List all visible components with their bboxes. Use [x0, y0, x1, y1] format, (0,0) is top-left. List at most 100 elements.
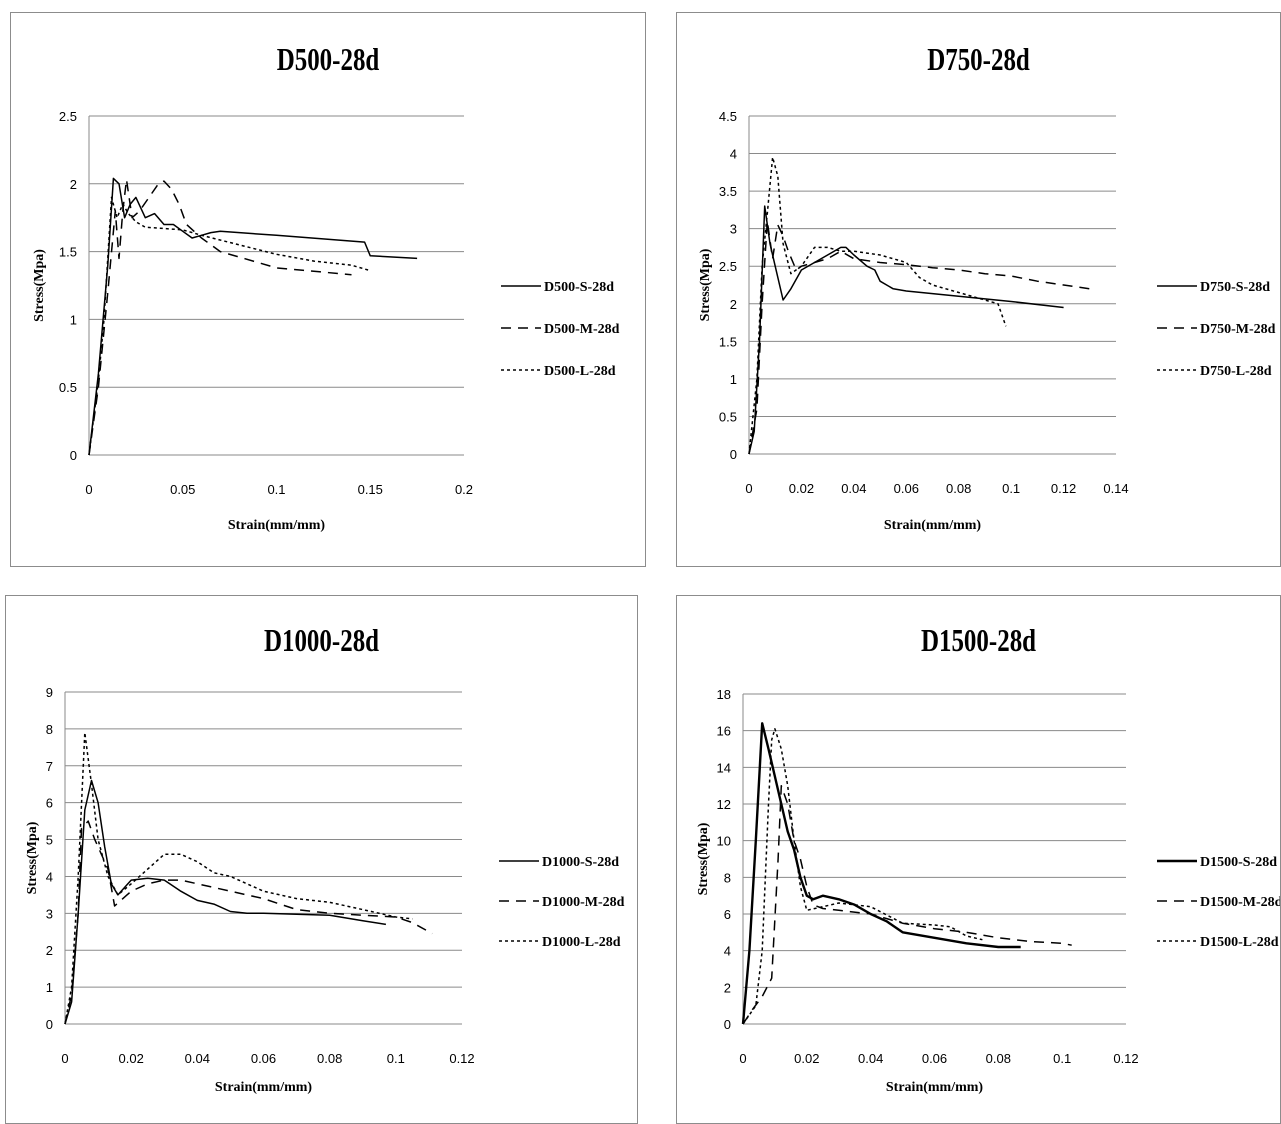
- y-tick-label: 2: [730, 297, 737, 312]
- y-tick-label: 0: [46, 1017, 53, 1032]
- y-tick-label: 1.5: [59, 245, 77, 260]
- x-tick-label: 0.06: [922, 1051, 947, 1066]
- chart-panel-d500: D500-28d 0 0.5 1 1.5 2 2.5 0 0.05 0.1 0.15 0.2 Stra…: [10, 12, 646, 567]
- chart-title: D500-28d: [276, 41, 380, 77]
- x-tick-label: 0.08: [317, 1051, 342, 1066]
- x-tick-label: 0.12: [1051, 481, 1076, 496]
- x-tick-label: 0.14: [1103, 481, 1128, 496]
- y-tick-label: 1.5: [719, 334, 737, 349]
- chart-panel-d1500: D1500-28d 0 2 4 6 8 10 12 14 16 18 0 0.02 0.04 0.06 0.…: [676, 595, 1281, 1124]
- y-tick-label: 8: [46, 722, 53, 737]
- y-axis-label: Stress(Mpa): [25, 821, 40, 894]
- series-line-D1500-L-28d: [742, 728, 983, 1025]
- y-tick-label: 3.5: [719, 184, 737, 199]
- y-tick-label: 1: [46, 980, 53, 995]
- y-tick-label: 2.5: [719, 259, 737, 274]
- series-line-D500-L-28d: [88, 196, 371, 456]
- x-tick-label: 0.12: [1113, 1051, 1138, 1066]
- chart-title: D750-28d: [927, 41, 1030, 77]
- x-tick-label: 0.12: [449, 1051, 474, 1066]
- y-tick-label: 2: [70, 177, 77, 192]
- x-tick-label: 0.02: [789, 481, 814, 496]
- legend-label: D500-L-28d: [544, 364, 616, 379]
- legend-label: D750-M-28d: [1200, 322, 1276, 337]
- y-tick-label: 4.5: [719, 109, 737, 124]
- y-tick-label: 0.5: [719, 409, 737, 424]
- y-tick-label: 2: [724, 980, 731, 995]
- x-tick-label: 0.04: [858, 1051, 883, 1066]
- x-tick-label: 0.1: [1053, 1051, 1071, 1066]
- x-axis-label: Strain(mm/mm): [884, 518, 982, 533]
- y-tick-label: 3: [730, 222, 737, 237]
- y-axis-label: Stress(Mpa): [698, 248, 713, 321]
- y-tick-label: 12: [717, 797, 731, 812]
- y-tick-label: 14: [717, 760, 731, 775]
- series-line-D500-M-28d: [88, 178, 352, 456]
- y-tick-label: 16: [717, 724, 731, 739]
- x-tick-label: 0: [739, 1051, 746, 1066]
- y-axis-label: Stress(Mpa): [32, 249, 47, 322]
- y-tick-label: 3: [46, 906, 53, 921]
- series-line-D1500-S-28d: [741, 722, 1021, 1025]
- y-tick-label: 0: [730, 447, 737, 462]
- y-tick-label: 4: [730, 147, 737, 162]
- x-tick-label: 0.04: [185, 1051, 210, 1066]
- y-tick-label: 1: [70, 312, 77, 327]
- legend-label: D1000-L-28d: [542, 935, 621, 950]
- x-tick-label: 0.06: [894, 481, 919, 496]
- chart-svg-d1000: 0 1 2 3 4 5 6 7 8 9 0 0.02 0.04 0.06 0.08 0.1 0.12 Strain…: [25, 685, 625, 1095]
- y-tick-label: 18: [717, 687, 731, 702]
- legend-label: D1000-S-28d: [542, 855, 619, 870]
- chart-panel-d1000: D1000-28d 0 1 2 3 4 5 6 7 8 9 0 0.02 0.04 0.06 0.08 0.1…: [5, 595, 638, 1124]
- chart-panel-d750: D750-28d 0 0.5 1 1.5 2 2.5 3 3.5 4 4.5 0 0.02 0.04 0.…: [676, 12, 1281, 567]
- legend-label: D500-S-28d: [544, 280, 614, 295]
- chart-title: D1000-28d: [263, 622, 380, 658]
- x-tick-label: 0.08: [986, 1051, 1011, 1066]
- y-tick-label: 0.5: [59, 380, 77, 395]
- x-axis-label: Strain(mm/mm): [228, 518, 326, 533]
- y-axis-label: Stress(Mpa): [696, 822, 711, 895]
- series-line-D1000-L-28d: [64, 731, 413, 1025]
- x-tick-label: 0.1: [267, 482, 285, 497]
- y-tick-label: 6: [46, 796, 53, 811]
- legend-label: D1500-M-28d: [1200, 895, 1281, 910]
- series-line-D500-S-28d: [88, 177, 418, 456]
- x-axis-label: Strain(mm/mm): [215, 1080, 313, 1095]
- x-tick-label: 0.02: [794, 1051, 819, 1066]
- legend-label: D500-M-28d: [544, 322, 620, 337]
- legend-label: D1500-S-28d: [1200, 855, 1277, 870]
- x-tick-label: 0.08: [946, 481, 971, 496]
- y-tick-label: 5: [46, 833, 53, 848]
- legend-label: D1000-M-28d: [542, 895, 625, 910]
- x-tick-label: 0.15: [358, 482, 383, 497]
- x-tick-label: 0: [85, 482, 92, 497]
- y-tick-label: 2.5: [59, 109, 77, 124]
- x-tick-label: 0.02: [119, 1051, 144, 1066]
- chart-svg-d750: 0 0.5 1 1.5 2 2.5 3 3.5 4 4.5 0 0.02 0.04 0.06 0.08 0.1…: [698, 109, 1276, 533]
- x-tick-label: 0.2: [455, 482, 473, 497]
- series-line-D1000-S-28d: [64, 779, 387, 1025]
- chart-title: D1500-28d: [920, 622, 1037, 658]
- x-tick-label: 0: [61, 1051, 68, 1066]
- x-tick-label: 0: [745, 481, 752, 496]
- legend-label: D750-L-28d: [1200, 364, 1272, 379]
- chart-svg-d1500: 0 2 4 6 8 10 12 14 16 18 0 0.02 0.04 0.06 0.08 0.1 0.12 S…: [696, 687, 1281, 1095]
- x-tick-label: 0.06: [251, 1051, 276, 1066]
- y-tick-label: 9: [46, 685, 53, 700]
- x-tick-label: 0.1: [387, 1051, 405, 1066]
- y-tick-label: 0: [724, 1017, 731, 1032]
- chart-svg-d500: 0 0.5 1 1.5 2 2.5 0 0.05 0.1 0.15 0.2 Strain(mm/mm)…: [32, 109, 620, 533]
- y-tick-label: 0: [70, 448, 77, 463]
- x-tick-label: 0.1: [1002, 481, 1020, 496]
- legend-label: D750-S-28d: [1200, 280, 1270, 295]
- series-line-D750-M-28d: [748, 220, 1090, 455]
- y-tick-label: 2: [46, 943, 53, 958]
- series-line-D1000-M-28d: [64, 820, 433, 1025]
- x-tick-label: 0.05: [170, 482, 195, 497]
- y-tick-label: 10: [717, 834, 731, 849]
- x-axis-label: Strain(mm/mm): [886, 1080, 984, 1095]
- y-tick-label: 8: [724, 870, 731, 885]
- y-tick-label: 6: [724, 907, 731, 922]
- y-tick-label: 7: [46, 759, 53, 774]
- y-tick-label: 4: [46, 869, 53, 884]
